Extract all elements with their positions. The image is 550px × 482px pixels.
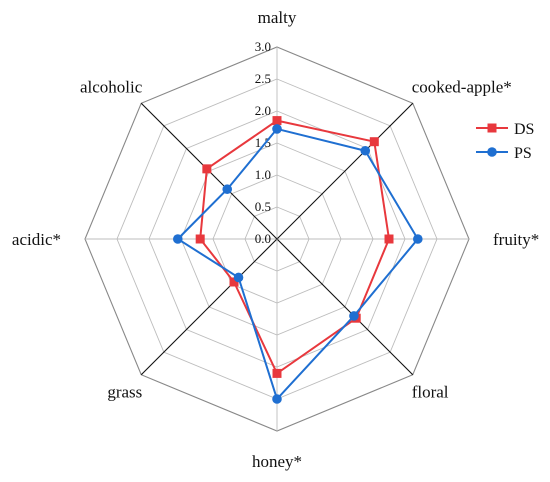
data-point-PS: [233, 272, 244, 283]
data-point-PS: [272, 394, 282, 404]
series-PS: [173, 124, 423, 404]
axis-label-floral: floral: [412, 383, 449, 402]
data-point-PS: [173, 234, 183, 244]
legend-item-DS: DS: [476, 121, 534, 138]
spoke-floral: [276, 238, 414, 376]
data-point-DS: [195, 234, 205, 244]
data-point-PS: [413, 234, 423, 244]
series-line-DS: [199, 119, 391, 375]
data-point-DS: [202, 164, 212, 174]
legend-marker-circle: [487, 147, 497, 157]
legend-item-PS: PS: [476, 145, 532, 162]
axis-labels: malty cooked-apple* fruity* floral honey* gra…: [12, 8, 539, 471]
data-series: [173, 116, 423, 404]
axis-label-fruity: fruity*: [493, 230, 539, 249]
axis-label-cooked-apple: cooked-apple*: [412, 77, 512, 96]
spoke-cooked-apple*: [276, 102, 414, 240]
data-point-DS: [272, 368, 282, 378]
spoke-grass: [140, 238, 278, 376]
tick-label: 2.5: [255, 71, 271, 86]
data-point-DS: [384, 234, 394, 244]
tick-label: 2.0: [255, 103, 271, 118]
data-point-PS: [360, 145, 371, 156]
axis-label-malty: malty: [258, 8, 297, 27]
tick-label: 1.0: [255, 167, 271, 182]
series-DS: [195, 116, 394, 378]
data-point-PS: [349, 311, 359, 321]
axis-label-alcoholic: alcoholic: [80, 77, 143, 96]
tick-label: 1.5: [255, 135, 271, 150]
data-point-DS: [229, 277, 239, 287]
data-point-DS: [272, 116, 282, 126]
data-point-PS: [222, 184, 233, 195]
legend: DS PS: [476, 121, 534, 162]
axis-label-acidic: acidic*: [12, 230, 61, 249]
tick-label: 0.5: [255, 199, 271, 214]
data-point-DS: [369, 137, 379, 147]
axis-label-honey: honey*: [252, 452, 302, 471]
legend-label: DS: [514, 121, 534, 138]
tick-label: 0.0: [255, 231, 271, 246]
legend-label: PS: [514, 145, 532, 162]
legend-marker-square: [487, 123, 497, 133]
radial-tick-labels: 0.0 0.5 1.0 1.5 2.0 2.5 3.0: [255, 39, 271, 246]
tick-label: 3.0: [255, 39, 271, 54]
axis-label-grass: grass: [107, 383, 142, 402]
data-point-PS: [272, 124, 282, 134]
